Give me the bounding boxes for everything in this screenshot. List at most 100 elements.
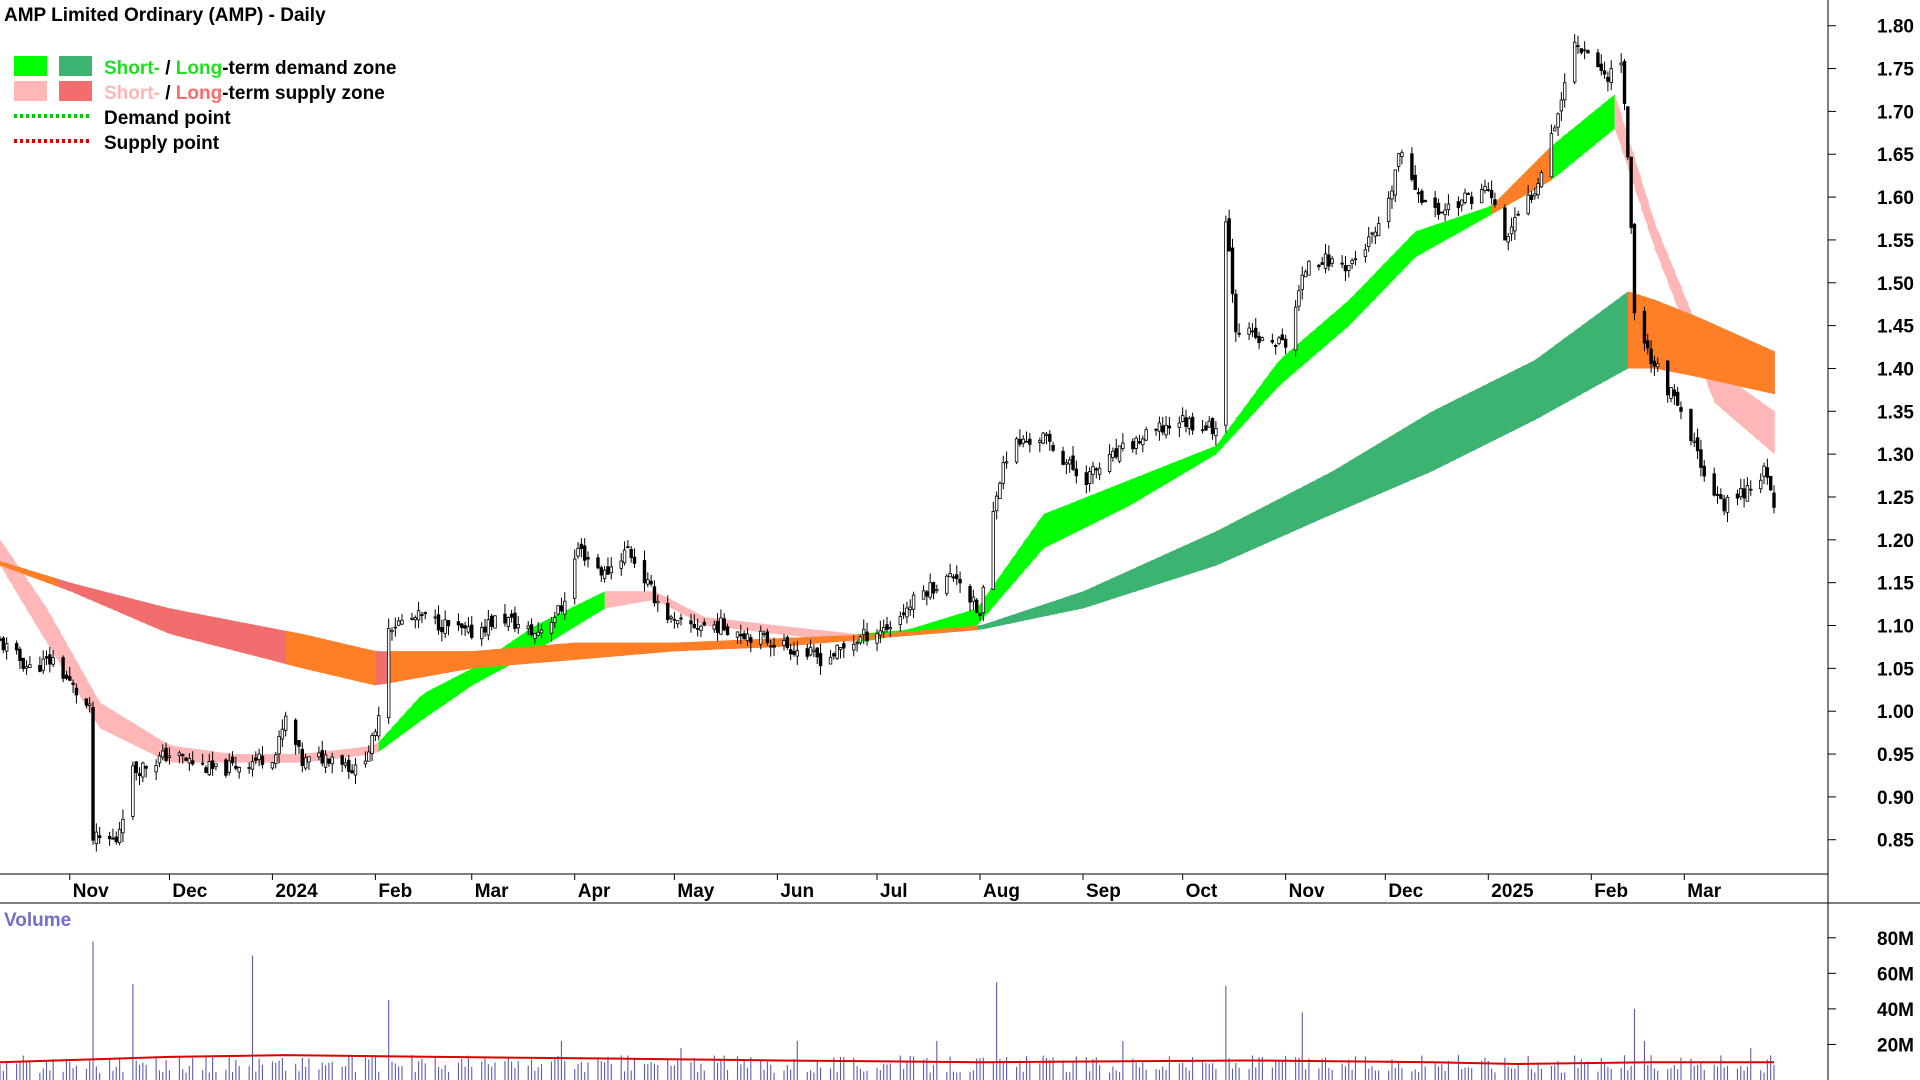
candle-body xyxy=(1759,479,1763,490)
candle-body xyxy=(699,625,703,631)
short-term-zone-segment xyxy=(1455,215,1463,235)
short-term-zone-segment xyxy=(1142,471,1151,498)
candle-body xyxy=(1433,197,1437,208)
candle-body xyxy=(509,613,514,618)
overlap-zone-segment xyxy=(435,651,443,675)
candle-body xyxy=(925,591,929,597)
candle-body xyxy=(1373,231,1378,237)
short-term-zone-segment xyxy=(279,754,287,763)
candle-body xyxy=(1014,438,1019,463)
overlap-zone-segment xyxy=(774,638,782,648)
candle-body xyxy=(1735,493,1740,499)
candle-body xyxy=(852,643,856,651)
overlap-zone-segment xyxy=(1674,307,1682,374)
long-term-zone-segment xyxy=(1475,386,1483,450)
long-term-zone-segment xyxy=(119,595,128,616)
candle-body xyxy=(214,763,218,767)
candle-body xyxy=(503,613,507,624)
candle-body xyxy=(901,612,906,616)
time-tick-label: Aug xyxy=(983,881,1020,902)
candle-body xyxy=(1400,152,1404,157)
overlap-zone-segment xyxy=(365,648,373,685)
overlap-zone-segment xyxy=(740,639,749,649)
long-term-zone-segment xyxy=(1508,369,1516,434)
candle-body xyxy=(1619,62,1623,66)
candle-body xyxy=(91,706,95,841)
short-term-zone-segment xyxy=(677,603,686,616)
candle-body xyxy=(971,596,976,602)
long-term-zone-segment xyxy=(132,598,141,622)
short-term-zone-segment xyxy=(1355,286,1363,319)
overlap-zone-segment xyxy=(541,644,549,663)
overlap-zone-segment xyxy=(428,651,436,677)
overlap-zone-segment xyxy=(700,641,709,651)
short-term-zone-segment xyxy=(1661,238,1669,283)
overlap-zone-segment xyxy=(455,651,463,672)
short-term-zone-segment xyxy=(1634,158,1642,209)
short-term-zone-segment xyxy=(996,570,1005,603)
candle-body xyxy=(1303,271,1308,278)
candle-body xyxy=(167,755,172,758)
candle-body xyxy=(330,756,334,765)
short-term-zone-segment xyxy=(471,663,480,686)
candle-body xyxy=(370,735,374,754)
candle-body xyxy=(1061,450,1065,465)
short-term-zone-segment xyxy=(1428,224,1436,250)
short-term-zone-segment xyxy=(1740,387,1749,432)
long-term-zone-segment xyxy=(1348,457,1357,507)
candle-body xyxy=(1626,106,1630,158)
overlap-zone-segment xyxy=(475,650,483,669)
legend-label: Short- / Long-term supply zone xyxy=(104,83,385,104)
long-term-zone-segment xyxy=(1255,507,1264,548)
short-term-zone-segment xyxy=(611,591,619,608)
short-term-zone-segment xyxy=(1222,427,1230,447)
overlap-zone-segment xyxy=(514,647,523,665)
short-term-zone-segment xyxy=(1255,382,1264,411)
long-term-zone-segment xyxy=(1275,496,1284,540)
candle-body xyxy=(413,617,417,621)
candle-body xyxy=(1749,488,1753,491)
long-term-zone-segment xyxy=(1322,472,1330,519)
candle-body xyxy=(642,560,647,584)
long-term-zone-segment xyxy=(1514,366,1523,430)
candle-body xyxy=(991,511,996,590)
short-term-zone-segment xyxy=(1614,94,1622,149)
long-term-zone-segment xyxy=(1494,376,1503,440)
overlap-zone-segment xyxy=(548,644,556,662)
candle-body xyxy=(921,590,926,600)
overlap-zone-segment xyxy=(481,649,490,668)
long-term-zone-segment xyxy=(279,629,287,665)
candle-body xyxy=(443,619,447,634)
candle-body xyxy=(1250,330,1255,333)
candle-body xyxy=(1556,113,1560,128)
candle-body xyxy=(1300,274,1304,290)
candle-body xyxy=(573,558,577,599)
short-term-zone-segment xyxy=(1727,377,1735,420)
overlap-zone-segment xyxy=(1707,321,1716,381)
short-term-zone-segment xyxy=(1734,382,1742,426)
candle-body xyxy=(1094,468,1098,471)
short-term-zone-segment xyxy=(1096,490,1104,523)
long-term-zone-segment xyxy=(225,619,234,651)
short-term-zone-segment xyxy=(332,749,340,760)
candle-body xyxy=(190,760,195,765)
short-term-zone-segment xyxy=(438,682,446,709)
short-term-zone-segment xyxy=(1381,258,1390,292)
candle-body xyxy=(656,601,660,604)
candle-body xyxy=(463,625,467,629)
candle-body xyxy=(828,656,833,665)
candle-body xyxy=(1413,174,1417,190)
long-term-zone-segment xyxy=(1621,291,1629,373)
long-term-zone-segment xyxy=(106,592,114,610)
candle-body xyxy=(1021,438,1025,444)
short-term-zone-segment xyxy=(1109,485,1118,516)
overlap-zone-segment xyxy=(813,636,822,644)
short-term-zone-segment xyxy=(1302,334,1310,366)
candle-body xyxy=(137,773,142,776)
short-term-zone-segment xyxy=(1003,561,1011,595)
overlap-zone-segment xyxy=(614,642,623,657)
candle-body xyxy=(1559,99,1564,112)
long-term-zone-segment xyxy=(1455,396,1463,460)
candle-body xyxy=(1410,153,1414,180)
overlap-zone-segment xyxy=(953,627,961,633)
